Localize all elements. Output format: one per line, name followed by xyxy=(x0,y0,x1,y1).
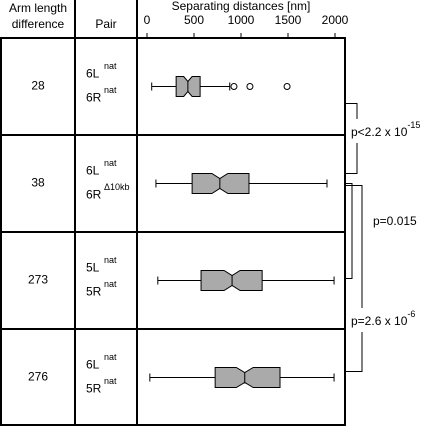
p-value-exponent: -6 xyxy=(407,309,415,319)
pair-arm: 5R xyxy=(86,285,102,299)
p-value: p<2.2 x 10-15 xyxy=(350,119,422,143)
arm-length-difference: 38 xyxy=(31,176,45,190)
significance-bracket xyxy=(345,183,353,279)
x-tick-label: 0 xyxy=(144,13,151,27)
p-value-label: p=0.015 xyxy=(373,214,417,228)
x-tick-label: 1000 xyxy=(228,13,255,27)
p-value-background xyxy=(372,208,419,232)
p-value-text: p<2.2 x 10 xyxy=(351,125,408,139)
box xyxy=(191,173,250,194)
p-value-label: p=2.6 x 10-6 xyxy=(351,309,415,328)
box xyxy=(214,367,281,388)
x-tick-label: 1500 xyxy=(275,13,302,27)
pair-arm: 6L xyxy=(86,358,100,372)
pair-arm-sup: nat xyxy=(104,85,117,95)
p-value: p=0.015 xyxy=(372,208,419,232)
p-value: p=2.6 x 10-6 xyxy=(350,308,417,332)
pair-arm-sup: nat xyxy=(104,376,117,386)
pair-arm-sup: Δ10kb xyxy=(104,182,130,192)
pair-arm-sup: nat xyxy=(104,158,117,168)
pair-arm: 6L xyxy=(86,164,100,178)
arm-length-difference: 28 xyxy=(31,79,45,93)
significance-bracket xyxy=(345,185,363,372)
outlier xyxy=(246,83,254,90)
pair-arm-sup: nat xyxy=(104,61,117,71)
p-value-label: p<2.2 x 10-15 xyxy=(351,120,420,139)
pair-arm: 6L xyxy=(86,67,100,81)
outlier xyxy=(230,83,238,90)
header-difference: difference xyxy=(12,17,65,31)
x-axis-title: Separating distances [nm] xyxy=(172,0,311,13)
p-value-background xyxy=(350,119,422,143)
p-value-background xyxy=(350,308,417,332)
x-tick-label: 2000 xyxy=(322,13,349,27)
pair-arm: 5R xyxy=(86,382,102,396)
pair-arm-sup: nat xyxy=(104,279,117,289)
pair-arm-sup: nat xyxy=(104,352,117,362)
arm-length-difference: 276 xyxy=(28,370,48,384)
header-difference: Arm length xyxy=(9,1,67,15)
pair-arm-sup: nat xyxy=(104,255,117,265)
header-pair: Pair xyxy=(95,17,116,31)
outlier xyxy=(283,83,291,90)
pair-arm: 6R xyxy=(86,188,102,202)
pair-arm: 6R xyxy=(86,91,102,105)
p-value-text: p=0.015 xyxy=(373,214,417,228)
pair-arm: 5L xyxy=(86,261,100,275)
x-tick-label: 500 xyxy=(184,13,204,27)
p-value-text: p=2.6 x 10 xyxy=(351,314,408,328)
p-value-exponent: -15 xyxy=(407,120,420,130)
arm-length-difference: 273 xyxy=(28,273,48,287)
